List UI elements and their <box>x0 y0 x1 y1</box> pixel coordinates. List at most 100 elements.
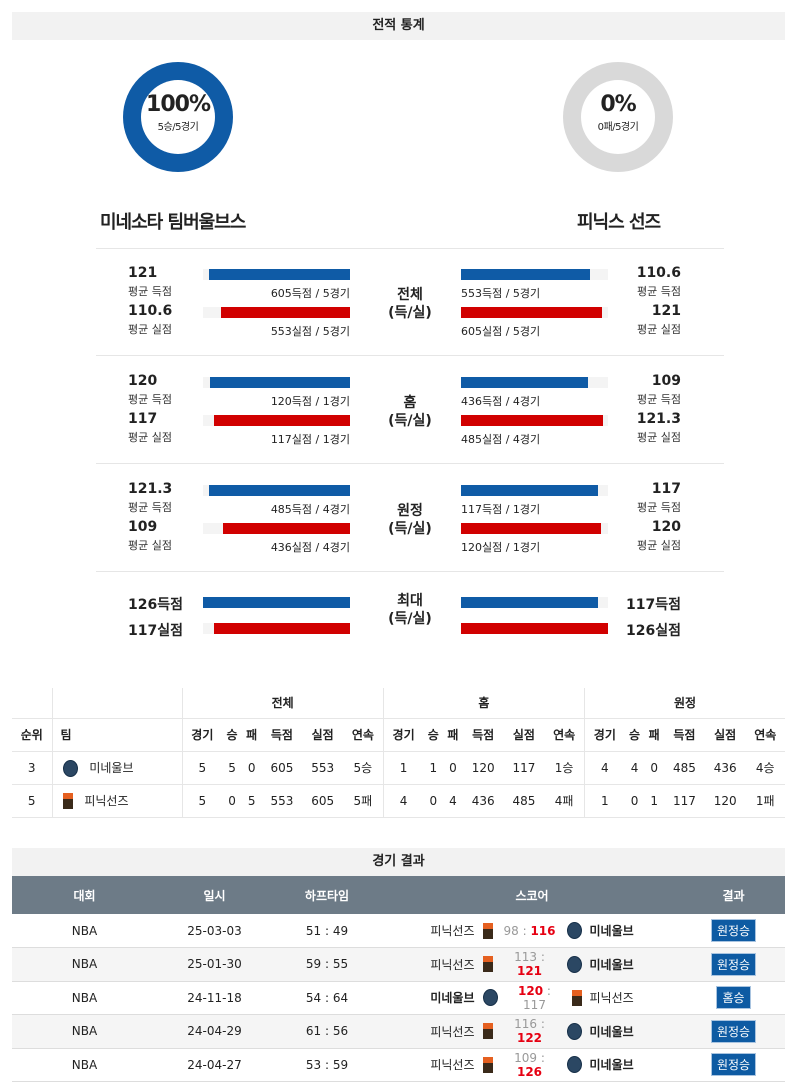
col-header: 득점 <box>462 718 504 752</box>
left-scored-caption: 485득점 / 4경기 <box>270 503 350 516</box>
halftime: 53 : 59 <box>272 1048 382 1082</box>
right-scored-bar <box>461 269 590 280</box>
right-allowed-caption: 120실점 / 1경기 <box>461 541 541 554</box>
col-header: 승 <box>624 718 645 752</box>
left-scored-caption: 120득점 / 1경기 <box>270 395 350 408</box>
left-max-allowed-bar <box>213 623 350 634</box>
home-score: 113 <box>514 950 538 965</box>
col-date: 일시 <box>157 876 272 914</box>
right-win-pct: 0% <box>600 92 636 117</box>
away-score: 122 <box>516 1031 543 1046</box>
stat-cell: 605 <box>261 751 303 785</box>
left-scored-bar <box>208 269 350 280</box>
stat-cell: 1 <box>583 784 625 818</box>
right-avg-allowed-label: 평균 실점 <box>637 539 681 552</box>
stat-cell: 436 <box>462 784 504 818</box>
home-team: 미네울브 <box>430 991 475 1006</box>
right-allowed-caption: 485실점 / 4경기 <box>461 433 541 446</box>
rank: 3 <box>12 751 52 785</box>
rank-header: 순위 <box>12 718 52 752</box>
right-avg-scored-label: 평균 득점 <box>637 285 681 298</box>
divider <box>96 355 724 356</box>
away-team: 미네울브 <box>589 1058 634 1073</box>
suns-logo <box>482 956 493 973</box>
stat-cell: 0 <box>624 784 645 818</box>
left-allowed-caption: 436실점 / 4경기 <box>270 541 350 554</box>
suns-logo <box>62 793 73 810</box>
stat-cell: 0 <box>241 751 262 785</box>
stat-cell: 1 <box>644 784 665 818</box>
left-max-allowed: 117실점 <box>128 623 183 639</box>
col-header: 패 <box>443 718 463 752</box>
standings-row: 3 미네울브 5 5 0 605 553 5승 1 1 0 120 117 1승 4 4 0 485 436 4승 <box>12 751 785 785</box>
col-header: 득점 <box>261 718 303 752</box>
section-sublabel: (득/실) <box>388 305 432 321</box>
right-scored-bar <box>461 485 598 496</box>
stat-cell: 0 <box>644 751 665 785</box>
stat-cell: 4 <box>583 751 625 785</box>
timberwolves-logo <box>566 1022 582 1040</box>
result-row: NBA 24-04-29 61 : 56 피닉선즈 116 : 122 미네울브… <box>12 1014 785 1049</box>
stat-cell: 1 <box>382 751 424 785</box>
col-result: 결과 <box>682 876 785 914</box>
left-avg-scored-label: 평균 득점 <box>128 285 172 298</box>
divider <box>96 571 724 572</box>
away-score: 126 <box>516 1064 543 1079</box>
suns-logo <box>482 1056 493 1073</box>
team-name: 피닉선즈 <box>84 793 129 808</box>
halftime: 59 : 55 <box>272 947 382 982</box>
league: NBA <box>12 981 157 1015</box>
results-title: 경기 결과 <box>12 848 785 876</box>
result-badge: 원정승 <box>710 919 757 942</box>
away-team: 미네울브 <box>589 1024 634 1039</box>
stat-cell: 0 <box>222 784 242 818</box>
date: 25-03-03 <box>157 914 272 948</box>
stat-cell: 5승 <box>343 751 384 785</box>
suns-logo <box>482 922 493 939</box>
right-win-rate-donut: 0% 0패/5경기 <box>563 62 673 172</box>
col-header: 실점 <box>302 718 344 752</box>
right-avg-allowed-label: 평균 실점 <box>637 431 681 444</box>
col-score: 스코어 <box>382 876 682 914</box>
timberwolves-logo <box>566 955 582 973</box>
section-label: 최대 <box>397 593 423 609</box>
right-allowed-caption: 605실점 / 5경기 <box>461 325 541 338</box>
left-team-name: 미네소타 팀버울브스 <box>100 212 246 233</box>
left-scored-caption: 605득점 / 5경기 <box>270 287 350 300</box>
stat-cell: 4 <box>382 784 424 818</box>
result-badge: 원정승 <box>710 1019 757 1043</box>
timberwolves-logo <box>566 922 582 939</box>
right-scored-bar <box>461 377 589 388</box>
right-avg-scored: 109 <box>651 373 681 389</box>
team-header: 팀 <box>51 718 182 752</box>
home-team: 피닉선즈 <box>430 957 475 972</box>
timberwolves-logo <box>566 1056 582 1074</box>
right-avg-allowed: 121 <box>651 303 681 319</box>
stat-cell: 117 <box>664 784 705 818</box>
stat-cell: 5 <box>181 784 223 818</box>
stat-cell: 485 <box>664 751 705 785</box>
col-header: 경기 <box>583 718 625 752</box>
league: NBA <box>12 1014 157 1049</box>
col-header: 패 <box>241 718 262 752</box>
col-header: 연속 <box>343 718 384 752</box>
stat-cell: 120 <box>462 751 504 785</box>
left-max-scored: 126득점 <box>128 597 183 613</box>
right-scored-caption: 117득점 / 1경기 <box>461 503 541 516</box>
home-score: 120 <box>518 983 544 998</box>
col-header: 승 <box>423 718 444 752</box>
left-win-pct: 100% <box>146 92 211 117</box>
left-allowed-bar <box>213 415 350 426</box>
away-score: 121 <box>516 964 543 979</box>
right-avg-allowed: 120 <box>651 519 681 535</box>
right-avg-scored-label: 평균 득점 <box>637 393 681 406</box>
suns-logo <box>571 989 582 1006</box>
col-header: 경기 <box>181 718 223 752</box>
timberwolves-logo <box>62 759 78 777</box>
stat-cell: 4패 <box>544 784 585 818</box>
left-avg-allowed-label: 평균 실점 <box>128 431 172 444</box>
results-table: 대회 일시 하프타임 스코어 결과 NBA 25-03-03 51 : 49 피… <box>12 876 785 1082</box>
left-scored-bar <box>210 377 350 388</box>
right-allowed-bar <box>461 523 601 534</box>
left-allowed-bar <box>222 523 350 534</box>
